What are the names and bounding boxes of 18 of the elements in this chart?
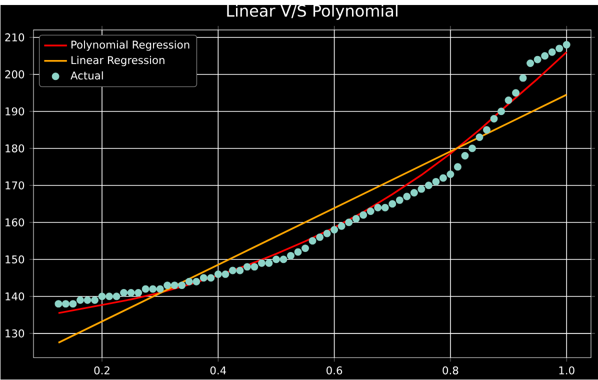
y-tick-label: 140 — [6, 292, 24, 301]
y-tick-label: 190 — [6, 107, 24, 116]
y-tick-label: 150 — [6, 256, 24, 264]
y-tick-label: 170 — [6, 182, 24, 190]
y-tick-label: 180 — [6, 144, 24, 153]
x-tick-label: 0.2 — [94, 366, 110, 375]
legend-label: Actual — [70, 71, 103, 80]
x-tick-label: 0.8 — [442, 366, 458, 375]
legend-label: Polynomial Regression — [72, 40, 190, 51]
x-tick-label: 1.0 — [559, 366, 574, 375]
y-tick-label: 210 — [5, 33, 24, 42]
y-tick-label: 160 — [6, 218, 24, 227]
x-tick-label: 0.4 — [210, 366, 226, 375]
y-tick-label: 200 — [5, 70, 24, 79]
x-tick-label: 0.6 — [326, 366, 342, 375]
chart-title: Linear V/S Polynomial — [227, 4, 398, 20]
legend-label: Linear Regression — [72, 56, 164, 66]
y-tick-label: 130 — [6, 330, 24, 338]
